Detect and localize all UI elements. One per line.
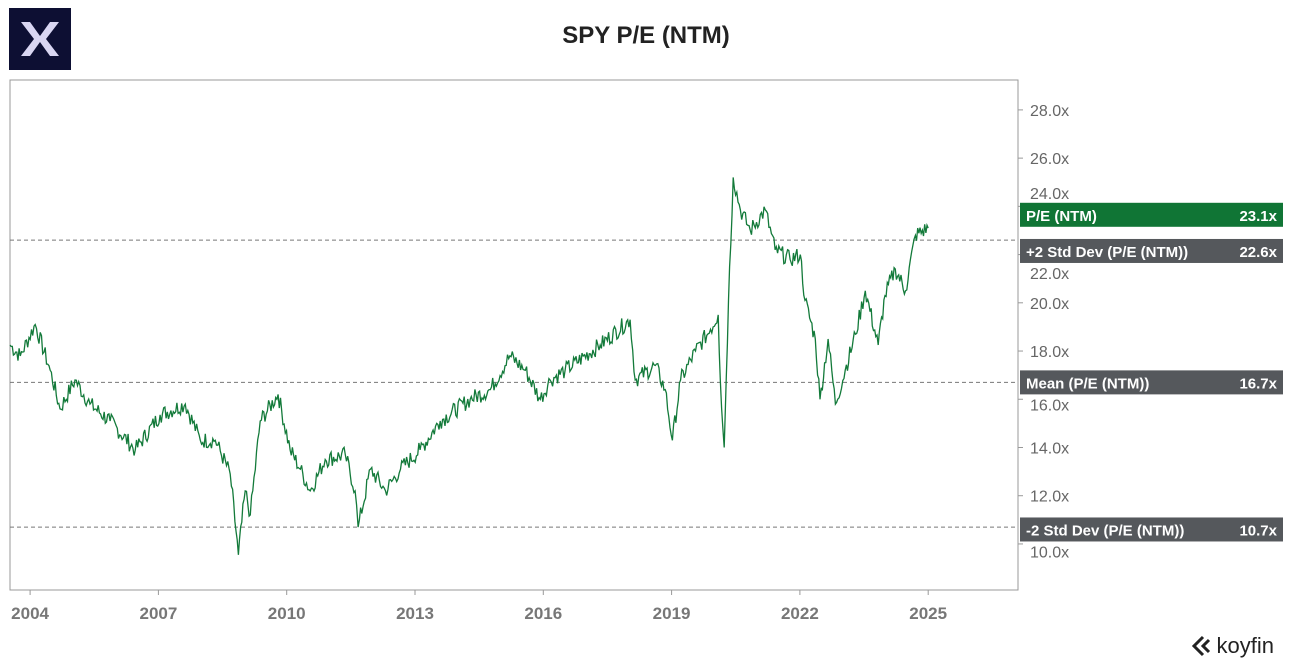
brand-name: koyfin (1216, 633, 1274, 658)
y-tick-label: 14.0x (1030, 440, 1069, 457)
y-tick-label: 20.0x (1030, 296, 1069, 313)
company-logo (9, 8, 71, 70)
plus2-std-label-box (1020, 238, 1283, 263)
minus2-std-label-value: 10.7x (1239, 522, 1277, 539)
plus2-std-label-name: +2 Std Dev (P/E (NTM)) (1026, 244, 1188, 261)
x-tick-label: 2007 (139, 604, 177, 623)
y-tick-label: 22.0x (1030, 266, 1069, 283)
x-tick-label: 2010 (268, 604, 306, 623)
minus2-std-label-box (1020, 517, 1283, 542)
plus2-std-label-value: 22.6x (1239, 244, 1277, 261)
y-tick-label: 26.0x (1030, 151, 1069, 168)
x-tick-label: 2019 (653, 604, 691, 623)
x-tick-label: 2004 (11, 604, 49, 623)
mean-label-value: 16.7x (1239, 375, 1277, 392)
y-tick-label: 28.0x (1030, 103, 1069, 120)
x-tick-label: 2016 (524, 604, 562, 623)
y-tick-label: 16.0x (1030, 397, 1069, 414)
y-tick-label: 18.0x (1030, 344, 1069, 361)
y-tick-label: 24.0x (1030, 186, 1069, 203)
y-tick-label: 10.0x (1030, 544, 1069, 561)
mean-label-name: Mean (P/E (NTM)) (1026, 375, 1149, 392)
series-line-pe-ntm (9, 177, 929, 555)
last-value-label-value: 23.1x (1239, 208, 1277, 225)
koyfin-logo-icon (1191, 635, 1210, 657)
koyfin-brand: koyfin (1191, 633, 1274, 659)
minus2-std-label-name: -2 Std Dev (P/E (NTM)) (1026, 522, 1184, 539)
x-tick-label: 2022 (781, 604, 819, 623)
last-value-label-name: P/E (NTM) (1026, 208, 1097, 225)
x-tick-label: 2013 (396, 604, 434, 623)
x-tick-label: 2025 (909, 604, 947, 623)
last-value-label-box (1020, 202, 1283, 227)
logo-mark-icon (21, 22, 59, 56)
chart-title: SPY P/E (NTM) (562, 22, 730, 49)
plot-frame (9, 79, 1019, 591)
mean-label-box (1020, 370, 1283, 395)
y-tick-label: 12.0x (1030, 489, 1069, 506)
